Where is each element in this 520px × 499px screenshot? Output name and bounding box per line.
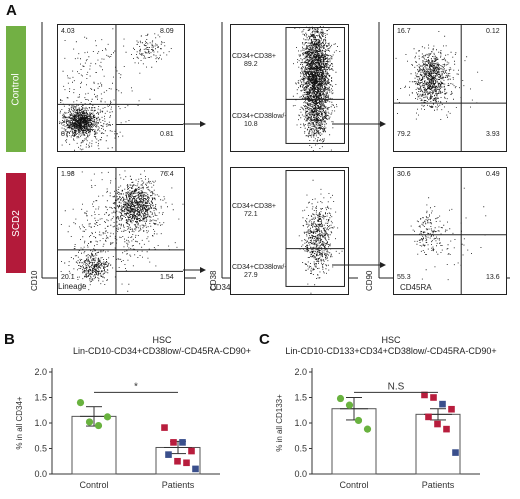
chart-c-point-patients-6 bbox=[443, 425, 450, 433]
chart-b-xtick-label-control: Control bbox=[79, 480, 108, 490]
chart-c-point-patients-0 bbox=[421, 391, 428, 399]
gate-scd2-cd38-low: CD34+CD38low/- 27.9 bbox=[232, 264, 287, 280]
chart-b-point-patients-1 bbox=[170, 439, 177, 446]
chart-b-ylabel: % in all CD34+ bbox=[15, 396, 24, 449]
chart-c-xtick-label-control: Control bbox=[339, 480, 368, 490]
quad-scd2-lin-tr: 76.4 bbox=[160, 171, 174, 178]
chart-c: 0.0 0.5 1.0 1.5 2.0 % in all CD133+ Control Pat… bbox=[275, 367, 480, 490]
quad-scd2-lin-br: 1.54 bbox=[160, 274, 174, 281]
dot-cloud bbox=[394, 25, 506, 151]
gate-scd2-cd38-low-value: 27.9 bbox=[244, 272, 258, 279]
dot-cloud bbox=[394, 168, 506, 294]
quad-scd2-cd90-bl: 55.3 bbox=[397, 274, 411, 281]
chart-b-point-patients-3 bbox=[188, 447, 195, 455]
chart-b-ytick-label-4: 2.0 bbox=[34, 367, 47, 377]
gate-scd2-cd38-high-name: CD34+CD38+ bbox=[232, 203, 276, 210]
dot-cloud bbox=[285, 170, 345, 294]
chart-c-ylabel: % in all CD133+ bbox=[275, 394, 284, 452]
chart-c-title: HSC bbox=[381, 335, 401, 345]
chart-c-ytick-label-3: 1.5 bbox=[294, 393, 307, 403]
quad-scd2-lin-bl: 20.1 bbox=[61, 274, 75, 281]
quad-control-lin-tl: 4.03 bbox=[61, 28, 75, 35]
chart-b-point-patients-4 bbox=[165, 451, 172, 458]
chart-b-title: HSC bbox=[152, 335, 172, 345]
gate-control-cd38-high-name: CD34+CD38+ bbox=[232, 53, 276, 60]
xlabel-lineage: Lineage bbox=[58, 282, 87, 291]
chart-c-point-control-1 bbox=[345, 401, 354, 409]
chart-c-point-patients-1 bbox=[430, 394, 437, 401]
flow-plot-control-cd34 bbox=[230, 24, 349, 152]
chart-b-point-control-1 bbox=[85, 418, 94, 426]
chart-c-point-patients-3 bbox=[448, 405, 455, 413]
gate-control-cd38-low-name: CD34+CD38low/- bbox=[232, 113, 287, 120]
flow-plot-control-lineage bbox=[57, 24, 185, 152]
quad-scd2-cd90-tr: 0.49 bbox=[486, 171, 500, 178]
dot-cloud bbox=[285, 26, 345, 151]
chart-b-point-patients-5 bbox=[174, 457, 181, 465]
chart-b-point-patients-2 bbox=[179, 439, 186, 446]
chart-c-ytick-label-1: 0.5 bbox=[294, 444, 307, 454]
panel-letter-a: A bbox=[6, 2, 17, 19]
row-label-control: Control bbox=[6, 26, 26, 152]
gate-scd2-cd38-high-value: 72.1 bbox=[244, 211, 258, 218]
quad-control-lin-bl: 87.1 bbox=[61, 131, 75, 138]
quad-control-cd90-tr: 0.12 bbox=[486, 28, 500, 35]
chart-c-point-control-0 bbox=[336, 394, 345, 403]
chart-b-xtick-label-patients: Patients bbox=[162, 480, 195, 490]
chart-b-point-patients-6 bbox=[183, 459, 190, 467]
ylabel-cd38: CD38 bbox=[209, 270, 218, 291]
chart-c-point-patients-2 bbox=[439, 400, 446, 408]
dot-cloud bbox=[58, 25, 184, 151]
gate-control-cd38-low-value: 10.8 bbox=[244, 121, 258, 128]
row-label-scd2: SCD2 bbox=[6, 173, 26, 273]
gate-scd2-cd38-high: CD34+CD38+ 72.1 bbox=[232, 203, 276, 219]
chart-b-point-control-0 bbox=[76, 399, 85, 407]
quad-scd2-cd90-tl: 30.6 bbox=[397, 171, 411, 178]
quad-control-cd90-tl: 16.7 bbox=[397, 28, 411, 35]
panel-letter-c: C bbox=[259, 331, 270, 348]
chart-c-ytick-label-2: 1.0 bbox=[294, 418, 307, 428]
chart-b-sig-label: * bbox=[134, 381, 138, 392]
chart-c-point-patients-7 bbox=[452, 449, 459, 456]
quad-control-lin-br: 0.81 bbox=[160, 131, 174, 138]
chart-c-point-patients-4 bbox=[425, 413, 432, 421]
ylabel-cd90: CD90 bbox=[365, 270, 374, 291]
chart-c-ytick-label-4: 2.0 bbox=[294, 367, 307, 377]
chart-c-point-patients-5 bbox=[434, 420, 441, 428]
gate-control-cd38-high-value: 89.2 bbox=[244, 61, 258, 68]
quad-scd2-cd90-br: 13.6 bbox=[486, 274, 500, 281]
chart-b: 0.0 0.5 1.0 1.5 2.0 % in all CD34+ Control Pati… bbox=[15, 367, 220, 490]
flow-plot-scd2-lineage bbox=[57, 167, 185, 295]
chart-b-ytick-label-0: 0.0 bbox=[34, 469, 47, 479]
ylabel-cd10: CD10 bbox=[30, 270, 39, 291]
gate-control-cd38-low: CD34+CD38low/- 10.8 bbox=[232, 113, 287, 129]
chart-c-subtitle: Lin-CD10-CD133+CD34+CD38low/-CD45RA-CD90… bbox=[285, 346, 497, 356]
xlabel-cd34: CD34 bbox=[210, 283, 231, 292]
chart-c-point-control-2 bbox=[354, 416, 363, 425]
chart-c-xtick-label-patients: Patients bbox=[422, 480, 455, 490]
panel-letter-b: B bbox=[4, 331, 15, 348]
gate-control-cd38-high: CD34+CD38+ 89.2 bbox=[232, 53, 276, 69]
flow-plot-scd2-cd34 bbox=[230, 167, 349, 295]
quad-control-cd90-br: 3.93 bbox=[486, 131, 500, 138]
quad-control-cd90-bl: 79.2 bbox=[397, 131, 411, 138]
chart-b-ytick-label-3: 1.5 bbox=[34, 393, 47, 403]
chart-c-ytick-label-0: 0.0 bbox=[294, 469, 307, 479]
quad-control-lin-tr: 8.09 bbox=[160, 28, 174, 35]
chart-b-point-control-2 bbox=[94, 421, 103, 430]
chart-b-point-patients-7 bbox=[192, 465, 199, 473]
quad-scd2-lin-tl: 1.98 bbox=[61, 171, 75, 178]
dot-cloud bbox=[58, 168, 184, 294]
flow-plot-control-cd45ra bbox=[393, 24, 507, 152]
chart-b-subtitle: Lin-CD10-CD34+CD38low/-CD45RA-CD90+ bbox=[72, 346, 252, 356]
flow-plot-scd2-cd45ra bbox=[393, 167, 507, 295]
chart-c-sig-label: N.S bbox=[388, 381, 405, 392]
chart-b-point-control-3 bbox=[103, 413, 112, 421]
gate-scd2-cd38-low-name: CD34+CD38low/- bbox=[232, 264, 287, 271]
chart-b-ytick-label-2: 1.0 bbox=[34, 418, 47, 428]
chart-b-point-patients-0 bbox=[161, 424, 168, 431]
chart-b-ytick-label-1: 0.5 bbox=[34, 444, 47, 454]
xlabel-cd45ra: CD45RA bbox=[400, 283, 432, 292]
chart-c-point-control-3 bbox=[363, 425, 372, 433]
